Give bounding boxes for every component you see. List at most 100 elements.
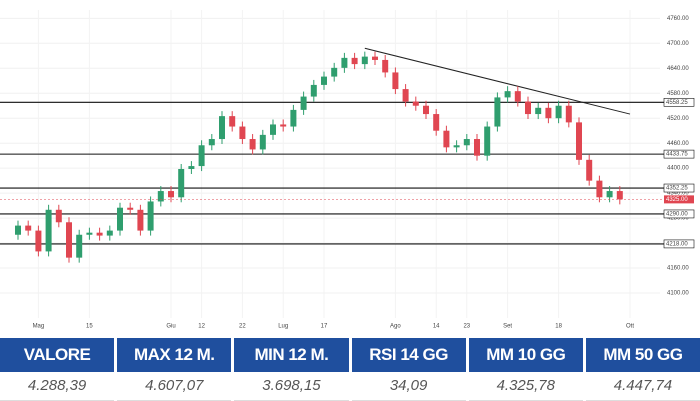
candle-body <box>178 168 185 198</box>
stat-column: MM 50 GG 4.447,74 <box>585 338 700 401</box>
candle-body <box>219 116 225 140</box>
stat-column: RSI 14 GG 34,09 <box>351 338 466 401</box>
candle-body <box>586 159 593 181</box>
candle-body <box>412 101 419 106</box>
x-tick-label: 23 <box>463 324 470 330</box>
chart: 4100.004160.004220.004280.004340.004400.… <box>0 10 695 330</box>
x-tick-label: Ott <box>626 324 634 330</box>
candle-body <box>392 72 399 90</box>
level-label-box <box>663 149 695 159</box>
candle-body <box>76 234 83 258</box>
candle-body <box>423 105 429 115</box>
level-label-box <box>663 183 695 193</box>
candle-body <box>372 56 378 60</box>
stat-value: 3.698,15 <box>234 372 349 401</box>
y-tick-label: 4760.00 <box>667 16 689 22</box>
candle-body <box>565 105 572 123</box>
x-tick-label: 18 <box>555 324 562 330</box>
candle-body <box>433 114 440 131</box>
candle-body <box>157 191 164 202</box>
candle-body <box>25 225 32 231</box>
level-label-box <box>663 97 695 107</box>
y-tick-label: 4400.00 <box>667 166 689 172</box>
candle-body <box>310 84 317 97</box>
candle-body <box>86 232 93 235</box>
x-tick-label: 17 <box>321 324 328 330</box>
level-label-box <box>663 239 695 249</box>
stat-header: MAX 12 M. <box>117 338 232 372</box>
candle-body <box>321 76 327 85</box>
candle-body <box>484 126 491 156</box>
stat-header: MM 50 GG <box>585 338 700 372</box>
y-tick-label: 4700.00 <box>667 41 689 47</box>
stat-column: MAX 12 M. 4.607,07 <box>117 338 232 401</box>
candle-body <box>117 207 123 231</box>
candle-body <box>545 107 552 119</box>
level-label: 4352.25 <box>666 186 688 192</box>
candle-body <box>259 134 266 150</box>
stat-column: MM 10 GG 4.325,78 <box>468 338 583 401</box>
candle-body <box>208 139 215 146</box>
level-label: 4290.00 <box>666 212 688 218</box>
candle-body <box>382 59 389 73</box>
candle-body <box>596 180 603 198</box>
x-tick-label: Giu <box>166 324 175 330</box>
candle-body <box>270 124 276 135</box>
y-tick-label: 4280.00 <box>667 216 689 222</box>
candle-body <box>280 124 287 127</box>
stat-header: VALORE <box>0 338 115 372</box>
stats-table: VALORE 4.288,39 MAX 12 M. 4.607,07 MIN 12 M.… <box>0 338 700 401</box>
level-label: 4433.75 <box>666 152 688 158</box>
candle-body <box>55 209 62 223</box>
y-tick-label: 4580.00 <box>667 91 689 97</box>
y-tick-label: 4640.00 <box>667 66 689 72</box>
level-label-box <box>663 209 695 219</box>
candle-body <box>96 232 103 236</box>
candle-body <box>300 96 307 110</box>
candle-body <box>188 166 195 169</box>
y-tick-label: 4100.00 <box>667 291 689 297</box>
y-tick-label: 4160.00 <box>667 266 689 272</box>
candle-body <box>239 126 246 140</box>
stat-value: 4.607,07 <box>117 372 232 401</box>
candle-body <box>453 145 460 148</box>
candle-body <box>463 139 470 146</box>
level-label: 4218.00 <box>666 241 688 247</box>
y-tick-label: 4460.00 <box>667 141 689 147</box>
candle-body <box>576 122 582 160</box>
x-tick-label: Set <box>503 324 512 330</box>
candle-body <box>249 139 256 150</box>
stat-value: 4.325,78 <box>468 372 583 401</box>
candle-body <box>341 57 348 68</box>
y-tick-label: 4520.00 <box>667 116 689 122</box>
stat-value: 4.288,39 <box>0 372 115 401</box>
candle-body <box>45 209 52 252</box>
y-tick-label: 4340.00 <box>667 191 689 197</box>
candle-body <box>331 67 338 77</box>
stat-column: MIN 12 M. 3.698,15 <box>234 338 349 401</box>
last-price-box <box>664 195 694 204</box>
candle-body <box>606 191 613 198</box>
x-tick-label: Lug <box>278 324 288 330</box>
candle-body <box>555 105 562 119</box>
stat-header: RSI 14 GG <box>351 338 466 372</box>
candle-body <box>168 191 174 198</box>
candle-body <box>535 107 542 115</box>
candle-body <box>66 222 72 258</box>
x-tick-label: Mag <box>33 324 45 330</box>
candle-body <box>616 191 623 200</box>
candle-body <box>147 201 154 231</box>
x-tick-label: Ago <box>390 324 401 330</box>
x-tick-label: 14 <box>433 324 440 330</box>
candle-body <box>525 101 531 115</box>
candle-body <box>35 230 42 252</box>
candle-body <box>443 130 450 148</box>
candle-body <box>361 56 368 65</box>
candle-body <box>290 109 297 127</box>
stat-value: 4.447,74 <box>585 372 700 401</box>
candle-body <box>15 225 21 235</box>
candle-body <box>106 230 113 236</box>
level-label: 4558.25 <box>666 100 688 106</box>
candle-body <box>198 145 205 167</box>
